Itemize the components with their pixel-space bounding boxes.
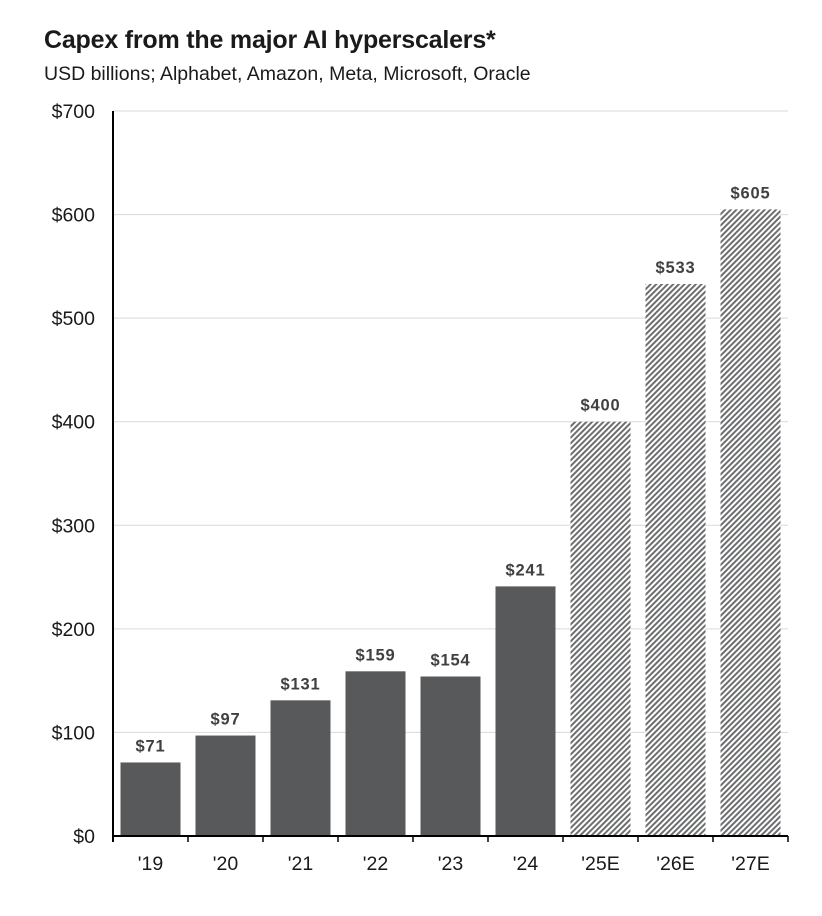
- data-label: $159: [356, 646, 396, 664]
- y-tick-label: $600: [52, 205, 96, 227]
- x-tick-label: '23: [438, 853, 463, 875]
- data-label: $400: [581, 397, 621, 415]
- bar: [120, 762, 181, 836]
- x-tick-label: '25E: [581, 853, 619, 875]
- bars: [120, 209, 781, 837]
- x-tick-label: '24: [513, 853, 539, 875]
- data-label: $533: [656, 259, 696, 277]
- data-label: $71: [136, 737, 166, 755]
- bar: [195, 735, 256, 836]
- x-tick-label: '20: [213, 853, 239, 875]
- chart-subtitle: USD billions; Alphabet, Amazon, Meta, Mi…: [44, 63, 531, 85]
- y-tick-label: $200: [52, 619, 96, 641]
- y-tick-label: $100: [52, 722, 96, 744]
- data-label: $241: [506, 561, 546, 579]
- data-label: $97: [211, 711, 241, 729]
- bar-estimate: [570, 421, 631, 836]
- data-label: $131: [281, 675, 321, 693]
- y-tick-label: $400: [52, 412, 96, 434]
- y-tick-label: $700: [52, 101, 96, 123]
- bar: [270, 700, 331, 836]
- bar-estimate: [720, 209, 781, 837]
- chart-title: Capex from the major AI hyperscalers*: [44, 26, 496, 54]
- bar: [420, 676, 481, 836]
- x-tick-label: '19: [138, 853, 163, 875]
- bar-estimate: [645, 283, 706, 836]
- x-tick-label: '27E: [731, 853, 769, 875]
- x-tick-label: '22: [363, 853, 388, 875]
- y-tick-label: $300: [52, 515, 96, 537]
- y-tick-label: $0: [73, 826, 95, 848]
- x-tick-label: '26E: [656, 853, 694, 875]
- axes: [112, 111, 789, 842]
- x-tick-label: '21: [288, 853, 313, 875]
- labels: $0 $100 $200 $300 $400 $500 $600 $700 $71 '19 $97 '…: [52, 101, 771, 875]
- data-label: $605: [731, 184, 771, 202]
- bar: [495, 586, 556, 836]
- bar: [345, 671, 406, 836]
- data-label: $154: [431, 652, 471, 670]
- y-tick-label: $500: [52, 308, 96, 330]
